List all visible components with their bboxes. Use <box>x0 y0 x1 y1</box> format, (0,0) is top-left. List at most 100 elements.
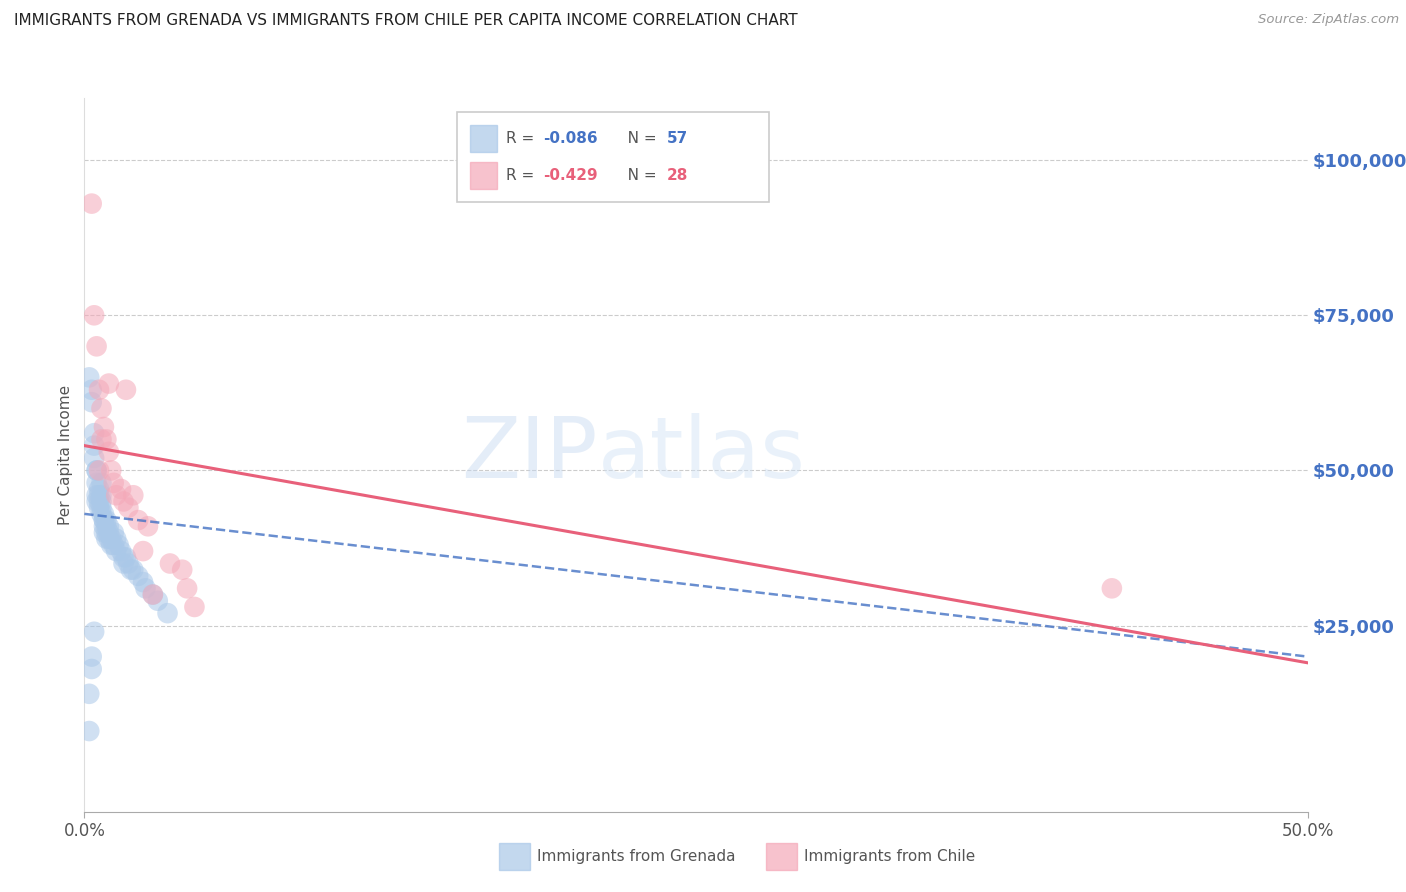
Point <box>80 383 103 397</box>
FancyBboxPatch shape <box>470 162 496 189</box>
Point <box>93 420 115 434</box>
Point <box>159 557 181 571</box>
Point <box>100 538 122 552</box>
Point <box>105 544 128 558</box>
Point <box>117 500 139 515</box>
Text: 57: 57 <box>666 130 688 145</box>
Text: Immigrants from Chile: Immigrants from Chile <box>804 849 976 863</box>
Point <box>112 494 135 508</box>
Point <box>77 687 100 701</box>
Point <box>87 494 110 508</box>
Point <box>90 494 112 508</box>
Point <box>96 433 118 447</box>
Point <box>176 582 198 596</box>
Point <box>117 557 139 571</box>
Point <box>103 525 125 540</box>
Point <box>112 550 135 565</box>
Point <box>83 624 105 639</box>
Point <box>96 519 118 533</box>
Point <box>93 525 115 540</box>
Text: R =: R = <box>506 169 540 184</box>
Point <box>96 532 118 546</box>
Point <box>83 308 105 322</box>
Point <box>86 494 108 508</box>
Point <box>100 463 122 477</box>
Text: ZIP: ZIP <box>461 413 598 497</box>
Point <box>103 475 125 490</box>
Text: -0.429: -0.429 <box>543 169 598 184</box>
Point <box>105 488 128 502</box>
Point <box>132 544 155 558</box>
Point <box>83 439 105 453</box>
Point <box>87 488 110 502</box>
Point <box>90 401 112 416</box>
Point <box>93 507 115 521</box>
Point <box>96 513 118 527</box>
Text: N =: N = <box>613 130 661 145</box>
Point <box>120 563 142 577</box>
Point <box>77 724 100 739</box>
Point <box>90 507 112 521</box>
Point <box>142 588 165 602</box>
Point <box>83 426 105 441</box>
Text: N =: N = <box>613 169 661 184</box>
Text: IMMIGRANTS FROM GRENADA VS IMMIGRANTS FROM CHILE PER CAPITA INCOME CORRELATION C: IMMIGRANTS FROM GRENADA VS IMMIGRANTS FR… <box>14 13 797 29</box>
Point <box>87 482 110 496</box>
Point <box>80 649 103 664</box>
Point <box>80 196 103 211</box>
Point <box>97 376 120 391</box>
Point <box>122 563 145 577</box>
Y-axis label: Per Capita Income: Per Capita Income <box>58 384 73 525</box>
Point <box>87 383 110 397</box>
Point <box>142 588 165 602</box>
Point <box>86 463 108 477</box>
Point <box>90 475 112 490</box>
Point <box>135 582 157 596</box>
Point <box>97 532 120 546</box>
Point <box>86 488 108 502</box>
FancyBboxPatch shape <box>457 112 769 202</box>
Point <box>132 575 155 590</box>
Point <box>97 519 120 533</box>
FancyBboxPatch shape <box>470 125 496 152</box>
Point <box>97 445 120 459</box>
Point <box>86 339 108 353</box>
Point <box>90 500 112 515</box>
Point <box>83 450 105 465</box>
Point <box>115 383 138 397</box>
Point <box>127 513 149 527</box>
Point <box>127 569 149 583</box>
Point <box>93 513 115 527</box>
Point <box>93 519 115 533</box>
Text: -0.086: -0.086 <box>543 130 598 145</box>
Text: atlas: atlas <box>598 413 806 497</box>
Point <box>80 395 103 409</box>
Point <box>96 525 118 540</box>
Point <box>183 599 205 614</box>
Point <box>146 593 169 607</box>
Point <box>86 463 108 477</box>
Point <box>1101 582 1123 596</box>
Point <box>110 482 132 496</box>
Point <box>77 370 100 384</box>
Point <box>87 500 110 515</box>
Point <box>136 519 159 533</box>
Point <box>86 475 108 490</box>
Point <box>107 538 129 552</box>
Point <box>100 532 122 546</box>
Point <box>80 662 103 676</box>
Point <box>172 563 194 577</box>
Point <box>103 538 125 552</box>
Text: R =: R = <box>506 130 540 145</box>
Point <box>156 606 179 620</box>
Point <box>93 513 115 527</box>
Text: Immigrants from Grenada: Immigrants from Grenada <box>537 849 735 863</box>
Point <box>110 544 132 558</box>
Point <box>105 532 128 546</box>
Text: 28: 28 <box>666 169 688 184</box>
Point <box>97 525 120 540</box>
Point <box>115 550 138 565</box>
Point <box>112 557 135 571</box>
Point <box>87 463 110 477</box>
Point <box>90 488 112 502</box>
